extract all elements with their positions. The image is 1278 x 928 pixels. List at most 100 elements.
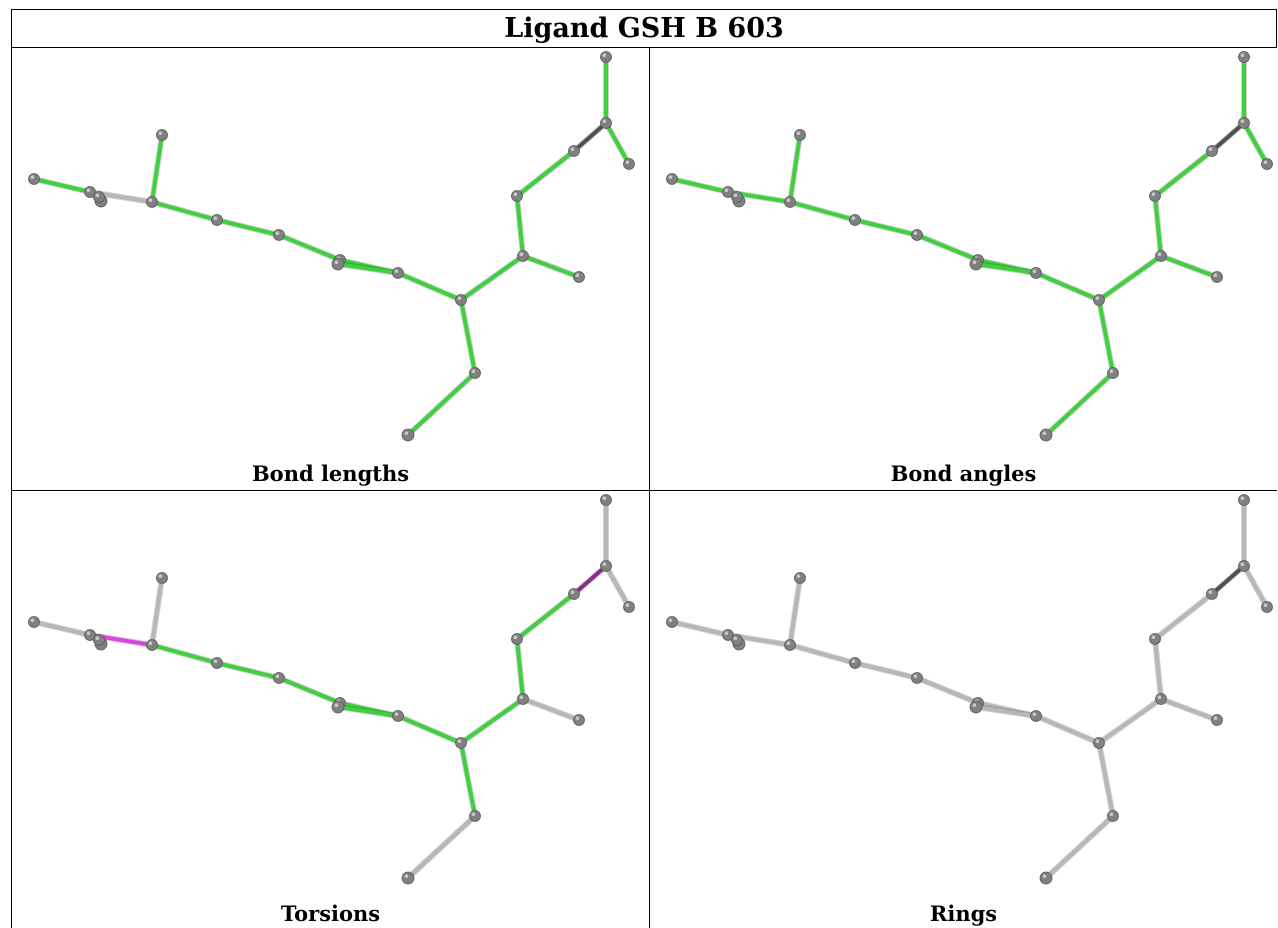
atom [1238,494,1250,506]
atom [600,494,612,506]
bond [1159,254,1219,279]
atom-highlight [1109,369,1114,374]
atom [568,145,580,157]
atom [1030,710,1042,722]
atom-highlight [602,496,607,500]
atom-highlight [275,231,280,235]
atom [1261,158,1273,170]
molecule-rings [666,494,1273,885]
bond [788,643,857,665]
panel-caption: Bond lengths [251,461,410,486]
atom [1211,714,1223,726]
atom-highlight [668,175,673,179]
bond [406,814,477,880]
atom-highlight [1213,273,1218,277]
atom [969,257,983,271]
atom [794,129,806,141]
atom-highlight [519,695,524,699]
atom-highlight [575,716,580,720]
atom-highlight [404,874,409,878]
figure: Ligand GSH B 603 Bond lengths Bond angle… [11,9,1277,928]
atom-highlight [724,188,729,192]
atom-highlight [1240,53,1245,57]
atom-highlight [796,574,801,578]
bond [521,254,581,279]
atom-highlight [158,574,163,578]
atom [623,601,635,613]
atom-highlight [786,198,791,202]
atom [731,634,743,646]
bond [336,705,400,718]
atom-highlight [158,131,163,135]
bond [853,218,919,237]
bond [150,200,219,222]
atom-highlight [851,659,856,663]
atom-highlight [1263,603,1268,607]
atom [331,700,345,714]
atom-highlight [602,562,607,566]
atom-highlight [394,269,399,273]
atom [1238,117,1250,129]
atom [28,173,40,185]
atom [93,191,105,203]
atom [794,572,806,584]
atom-highlight [1151,192,1156,196]
atom-highlight [1240,562,1245,566]
atom-highlight [1095,296,1100,300]
atom-highlight [513,635,518,639]
atom-highlight [668,618,673,622]
atom [146,639,158,651]
atom-highlight [913,231,918,235]
atom-highlight [724,631,729,635]
atom-highlight [972,703,977,707]
atom [600,560,612,572]
atom [666,616,678,628]
atom [623,158,635,170]
atom-highlight [86,188,91,192]
grid-line-top [11,9,1277,10]
bond [604,121,631,166]
bond [32,620,92,637]
panel-rings: Rings [650,491,1277,928]
bond [1242,564,1269,609]
bond [788,576,802,647]
panel-caption: Bond angles [890,461,1037,486]
atom [401,428,415,442]
atom [392,710,404,722]
bond [1034,714,1101,745]
bond [1210,121,1246,153]
atom-highlight [1213,716,1218,720]
grid-line-right [1276,9,1277,48]
bond [336,262,400,275]
atom [273,672,285,684]
atom [1149,633,1161,645]
atom-highlight [148,641,153,645]
atom-highlight [733,193,738,197]
atom-highlight [519,252,524,256]
atom [517,250,529,262]
atom-highlight [625,160,630,164]
atom-highlight [851,216,856,220]
bond [32,177,92,194]
atom-highlight [275,674,280,678]
atom [401,871,415,885]
atom-highlight [30,175,35,179]
atom [666,173,678,185]
bond [150,133,164,204]
bond [1097,298,1115,375]
bond [1242,121,1269,166]
bond [515,637,525,701]
atom-highlight [404,431,409,436]
bond [974,705,1038,718]
atom [1093,737,1105,749]
bond [1097,254,1163,302]
bond [277,233,342,262]
atom [1107,810,1119,822]
bond [150,643,219,665]
bond [1210,564,1246,596]
grid-line-middle [11,490,1277,491]
atom-highlight [1032,269,1037,273]
atom-highlight [570,590,575,594]
atom [849,214,861,226]
atom [1206,588,1218,600]
